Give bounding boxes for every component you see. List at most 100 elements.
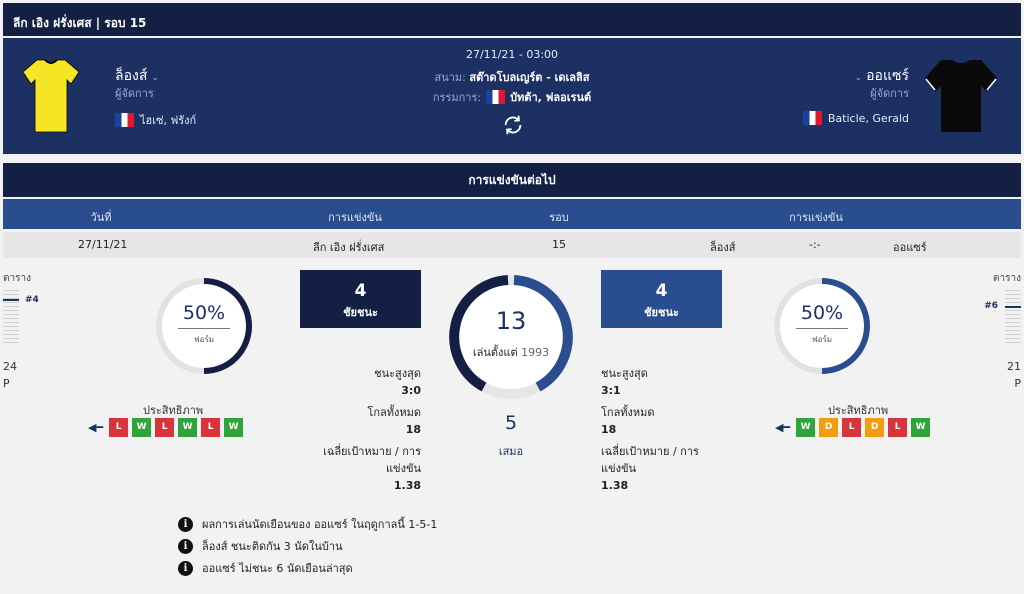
- home-wins: 4: [354, 281, 367, 301]
- away-wins: 4: [655, 281, 668, 301]
- home-manager-name: ไฮเซ่, ฟรังก์: [140, 114, 197, 127]
- home-shirt-icon: [23, 59, 79, 133]
- away-points-unit: P: [1014, 377, 1021, 390]
- away-form-result-1[interactable]: W: [796, 418, 816, 437]
- h2h-draws: 5: [504, 412, 518, 434]
- referee-name: บัทต้า, ฟลอเรนต์: [510, 91, 592, 104]
- home-form-result-5[interactable]: L: [201, 418, 221, 437]
- arrow-left-icon: ◀━: [88, 421, 104, 434]
- away-wins-label: ชัยชนะ: [644, 306, 679, 319]
- away-table-label: ตาราง: [993, 273, 1021, 284]
- home-form-result-3[interactable]: L: [155, 418, 175, 437]
- away-performance-label: ประสิทธิภาพ: [828, 404, 889, 417]
- home-biggest-win: ชนะสูงสุด 3:0: [374, 367, 421, 397]
- france-flag-icon: [802, 111, 822, 125]
- away-manager: Baticle, Gerald: [802, 111, 909, 125]
- next-match-away: ออแซร์: [893, 241, 927, 254]
- info-icon: i: [178, 560, 193, 576]
- away-form-result-5[interactable]: L: [888, 418, 908, 437]
- home-wins-box: 4 ชัยชนะ: [300, 270, 421, 328]
- league-title-bar: ลีก เอิง ฝรั่งเศส | รอบ 15: [3, 3, 1021, 36]
- france-flag-icon: [115, 113, 134, 127]
- referee: กรรมการ: บัทต้า, ฟลอเรนต์: [3, 88, 1021, 106]
- away-team-name[interactable]: ⌄ ออแซร์: [854, 68, 909, 84]
- next-match-home: ล็องส์: [710, 241, 736, 254]
- away-gauge-divider: [796, 328, 848, 329]
- home-form-pct: 50%: [182, 302, 226, 324]
- away-form-result-6[interactable]: W: [911, 418, 931, 437]
- away-rank-line: [1005, 306, 1021, 308]
- home-manager-label: ผู้จัดการ: [115, 87, 154, 100]
- arrow-left-icon: ◀━: [775, 421, 791, 434]
- h2h-since: เล่นตั้งแต่ 1993: [472, 346, 550, 359]
- home-total-goals: โกลทั้งหมด 18: [367, 406, 421, 436]
- home-wins-label: ชัยชนะ: [343, 306, 378, 319]
- home-team-name[interactable]: ล็องส์ ⌄: [115, 68, 159, 84]
- away-form-sub: ฟอร์ม: [811, 335, 833, 344]
- home-table-label: ตาราง: [3, 273, 31, 284]
- away-rank: #6: [984, 301, 998, 311]
- home-form-result-4[interactable]: W: [178, 418, 198, 437]
- next-match-round: 15: [552, 238, 566, 251]
- home-form-gauge: 50% ฟอร์ม: [154, 276, 254, 376]
- home-gauge-divider: [178, 328, 230, 329]
- away-manager-name: Baticle, Gerald: [827, 111, 909, 125]
- home-performance-label: ประสิทธิภาพ: [143, 404, 204, 417]
- away-rank-scale: [1005, 290, 1021, 344]
- home-avg-goals: เฉลี่ยเป้าหมาย / การแข่งขัน 1.38: [323, 445, 421, 492]
- home-form-sub: ฟอร์ม: [193, 335, 215, 344]
- venue-label: สนาม:: [434, 71, 466, 84]
- referee-label: กรรมการ:: [432, 91, 482, 104]
- info-icon: i: [178, 538, 193, 554]
- home-form-result-1[interactable]: L: [109, 418, 129, 437]
- fact-item: i ล็องส์ ชนะติดกัน 3 นัดในบ้าน: [178, 537, 343, 555]
- away-total-goals: โกลทั้งหมด 18: [601, 406, 655, 436]
- refresh-icon[interactable]: [502, 114, 524, 136]
- league-title: ลีก เอิง ฝรั่งเศส | รอบ 15: [13, 16, 147, 30]
- home-rank-scale: [3, 290, 19, 344]
- away-wins-box: 4 ชัยชนะ: [601, 270, 722, 328]
- away-form-result-3[interactable]: L: [842, 418, 862, 437]
- info-icon: i: [178, 516, 193, 532]
- h2h-draws-label: เสมอ: [498, 445, 524, 458]
- home-form-result-6[interactable]: W: [224, 418, 244, 437]
- next-match-headers: วันที่ การแข่งขัน รอบ การแข่งขัน: [3, 199, 1021, 229]
- fact-item: i ผลการเล่นนัดเยือนของ ออแซร์ ในฤดูกาลนี…: [178, 515, 437, 533]
- chevron-down-icon: ⌄: [854, 73, 863, 83]
- kickoff-time: 27/11/21 - 03:00: [465, 48, 559, 61]
- away-biggest-win: ชนะสูงสุด 3:1: [601, 367, 648, 397]
- home-points: 24: [3, 360, 17, 373]
- next-match-competition: ลีก เอิง ฝรั่งเศส: [313, 241, 385, 254]
- head-to-head-ring: [449, 275, 573, 399]
- venue-name: สต๊าดโบลเญร์ต - เดเลลิส: [469, 71, 590, 84]
- away-shirt-icon: [925, 60, 997, 132]
- away-form-result-2[interactable]: D: [819, 418, 839, 437]
- home-points-unit: P: [3, 377, 10, 390]
- away-form-pct: 50%: [800, 302, 844, 324]
- france-flag-icon: [486, 90, 506, 104]
- next-match-row[interactable]: 27/11/21 ลีก เอิง ฝรั่งเศส 15 ล็องส์ -:-…: [3, 232, 1021, 258]
- header-round: รอบ: [549, 211, 569, 224]
- header-competition: การแข่งขัน: [328, 211, 382, 224]
- home-rank-line: [3, 299, 19, 301]
- venue: สนาม: สต๊าดโบลเญร์ต - เดเลลิส: [3, 68, 1021, 86]
- next-match-date: 27/11/21: [78, 238, 128, 251]
- match-header: ล็องส์ ⌄ ผู้จัดการ ไฮเซ่, ฟรังก์ 27/11/21…: [3, 38, 1021, 154]
- chevron-down-icon: ⌄: [151, 73, 159, 83]
- header-match: การแข่งขัน: [789, 211, 843, 224]
- away-manager-label: ผู้จัดการ: [870, 87, 909, 100]
- header-date: วันที่: [90, 211, 112, 224]
- away-form-gauge: 50% ฟอร์ม: [772, 276, 872, 376]
- away-form-result-4[interactable]: D: [865, 418, 885, 437]
- fact-item: i ออแซร์ ไม่ชนะ 6 นัดเยือนล่าสุด: [178, 559, 353, 577]
- h2h-total: 13: [495, 307, 527, 335]
- home-manager: ไฮเซ่, ฟรังก์: [115, 111, 196, 129]
- next-match-title: การแข่งขันต่อไป: [3, 163, 1021, 197]
- away-avg-goals: เฉลี่ยเป้าหมาย / การแข่งขัน 1.38: [601, 445, 699, 492]
- home-form-result-2[interactable]: W: [132, 418, 152, 437]
- away-points: 21: [1007, 360, 1021, 373]
- home-rank: #4: [25, 295, 39, 305]
- next-match-score: -:-: [809, 238, 821, 251]
